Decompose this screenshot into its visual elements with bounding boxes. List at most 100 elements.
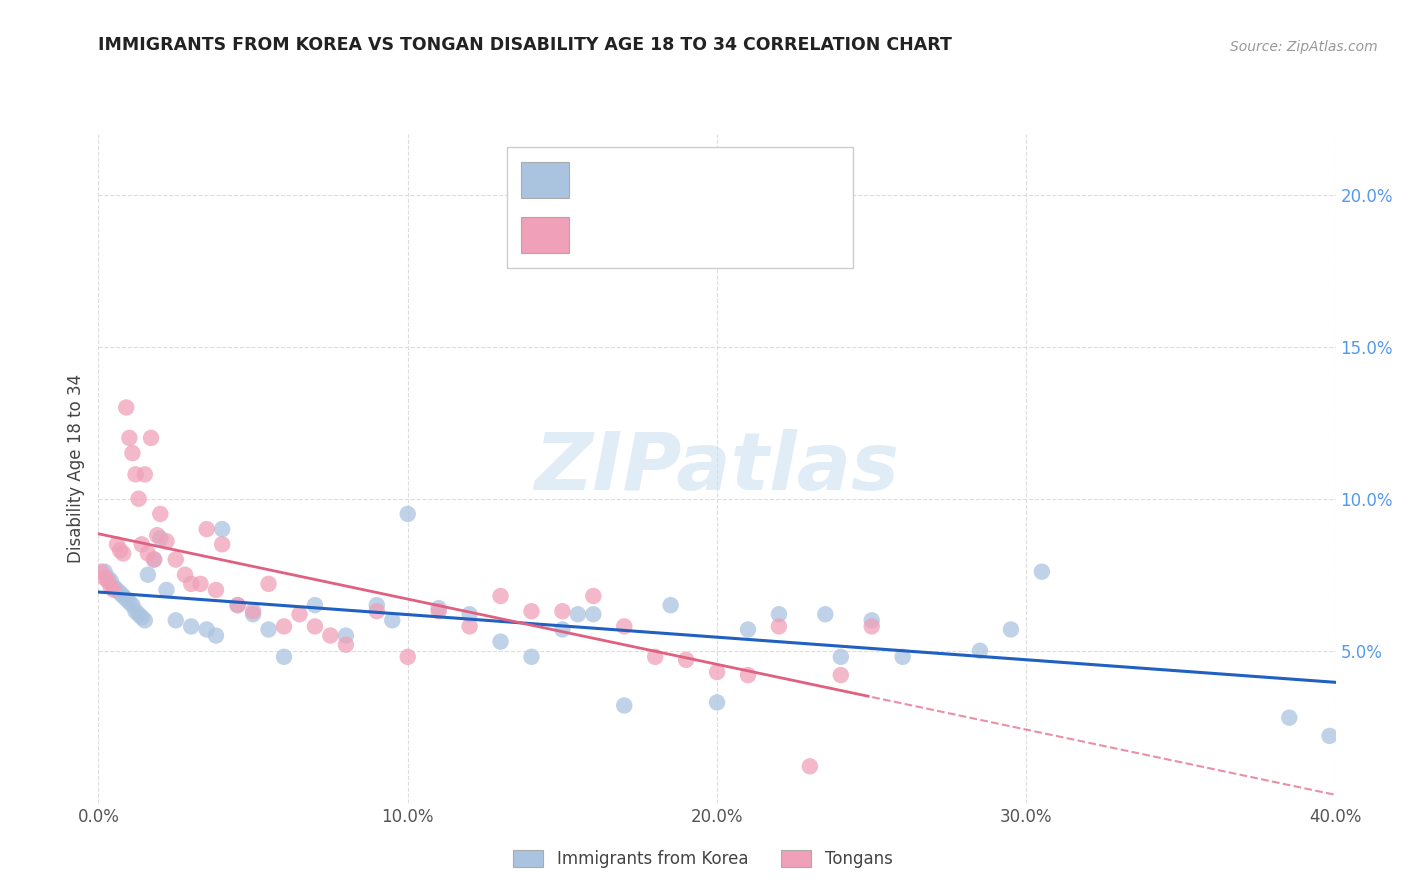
Point (768, 607, 790, 622)
Point (134, 467, 156, 482)
Point (165, 552, 187, 566)
Point (131, 537, 153, 551)
Point (1278, 711, 1301, 725)
Point (458, 607, 481, 622)
Point (190, 577, 212, 591)
Point (174, 567, 197, 582)
Point (427, 601, 450, 615)
Point (180, 619, 202, 633)
Point (319, 628, 342, 642)
Point (613, 698, 636, 713)
Point (149, 531, 172, 545)
Point (146, 528, 169, 542)
Text: Source: ZipAtlas.com: Source: ZipAtlas.com (1230, 39, 1378, 54)
Legend: Immigrants from Korea, Tongans: Immigrants from Korea, Tongans (506, 843, 900, 875)
Point (799, 759, 821, 773)
Point (335, 628, 357, 642)
Point (489, 634, 512, 648)
Point (768, 619, 790, 633)
Point (134, 613, 156, 627)
Point (366, 604, 388, 618)
Point (139, 431, 162, 445)
Point (165, 613, 187, 627)
Point (304, 619, 326, 633)
Point (121, 598, 143, 612)
Point (1000, 623, 1022, 637)
Point (891, 649, 914, 664)
Point (205, 628, 228, 642)
Y-axis label: Disability Age 18 to 34: Disability Age 18 to 34 (66, 374, 84, 563)
Point (112, 589, 135, 603)
Point (830, 668, 852, 682)
Point (257, 623, 280, 637)
Point (737, 668, 759, 682)
Point (675, 653, 697, 667)
Point (103, 582, 125, 597)
Point (814, 607, 837, 622)
Point (830, 649, 852, 664)
Point (103, 580, 125, 594)
Point (143, 552, 166, 566)
Point (211, 537, 233, 551)
Point (136, 567, 159, 582)
Point (706, 665, 728, 679)
Point (1031, 565, 1053, 579)
Point (582, 589, 605, 603)
Point (613, 619, 636, 633)
Point (381, 613, 404, 627)
Point (1319, 729, 1341, 743)
Point (567, 607, 589, 622)
Point (121, 446, 143, 460)
Point (105, 582, 128, 597)
Point (304, 598, 326, 612)
Point (458, 619, 481, 633)
Point (90, 565, 112, 579)
Point (155, 534, 177, 549)
Point (105, 537, 128, 551)
Point (860, 619, 883, 633)
Point (136, 546, 159, 560)
Point (427, 604, 450, 618)
Point (659, 598, 682, 612)
Point (520, 604, 543, 618)
Point (128, 491, 150, 506)
Text: IMMIGRANTS FROM KOREA VS TONGAN DISABILITY AGE 18 TO 34 CORRELATION CHART: IMMIGRANTS FROM KOREA VS TONGAN DISABILI… (98, 36, 952, 54)
Point (737, 623, 759, 637)
Point (226, 598, 249, 612)
Point (211, 522, 233, 536)
Point (242, 604, 264, 618)
Point (396, 649, 419, 664)
Point (644, 649, 666, 664)
Point (143, 552, 166, 566)
Point (273, 619, 295, 633)
Point (335, 638, 357, 652)
Point (551, 623, 574, 637)
Point (97, 571, 120, 585)
Point (366, 598, 388, 612)
Point (706, 696, 728, 710)
Point (860, 613, 883, 627)
Point (124, 467, 146, 482)
Text: ZIPatlas: ZIPatlas (534, 429, 900, 508)
Point (118, 595, 141, 609)
Point (226, 598, 249, 612)
Point (205, 582, 228, 597)
Point (195, 623, 218, 637)
Point (273, 649, 295, 664)
Point (100, 580, 122, 594)
Point (97, 574, 120, 588)
Point (100, 574, 122, 588)
Point (582, 607, 605, 622)
Point (180, 577, 202, 591)
Point (155, 582, 177, 597)
Point (124, 604, 146, 618)
Point (108, 543, 131, 558)
Point (115, 592, 138, 607)
Point (969, 644, 991, 658)
Point (551, 604, 574, 618)
Point (520, 649, 543, 664)
Point (149, 507, 172, 521)
Point (131, 610, 153, 624)
Point (93, 565, 115, 579)
Point (242, 607, 264, 622)
